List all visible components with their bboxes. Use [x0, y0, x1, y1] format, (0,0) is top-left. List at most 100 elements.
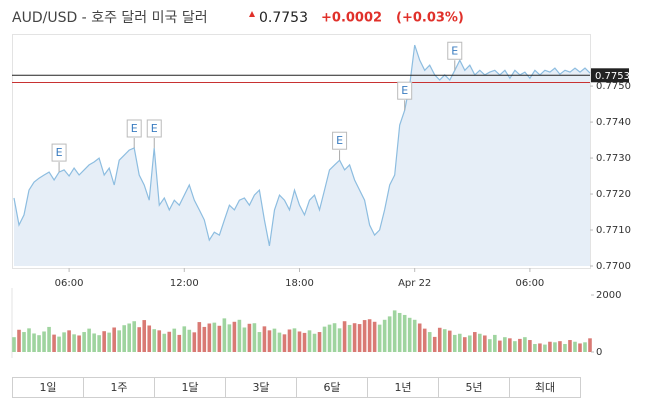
event-marker: E — [126, 119, 142, 148]
volume-bar — [282, 334, 287, 352]
volume-bar — [177, 334, 182, 352]
y-tick-label: 0.7710 — [596, 225, 631, 236]
volume-bar — [402, 314, 407, 352]
volume-bar — [558, 341, 562, 352]
range-tab-label[interactable]: 6달 — [323, 381, 340, 394]
volume-bar — [107, 332, 111, 352]
plot-frame — [12, 34, 591, 269]
volume-bar — [272, 328, 277, 352]
y-tick-label: 0 — [596, 347, 602, 358]
range-tab-label[interactable]: 3달 — [252, 381, 269, 394]
volume-bar — [297, 331, 302, 352]
range-tab[interactable]: 3달 — [225, 377, 297, 398]
volume-bar — [317, 332, 322, 352]
volume-bar — [473, 332, 477, 352]
x-tick-label: 06:00 — [515, 278, 544, 289]
price: 0.7753 — [259, 10, 308, 26]
volume-bar — [127, 323, 131, 352]
range-tab-label[interactable]: 최대 — [535, 381, 555, 394]
volume-bar — [578, 343, 582, 352]
x-tick-label: 12:00 — [170, 278, 199, 289]
range-tab[interactable]: 최대 — [509, 377, 581, 398]
volume-bar — [513, 341, 517, 352]
volume-bar — [437, 327, 442, 352]
range-tab-label[interactable]: 5년 — [465, 381, 482, 394]
volume-bar — [67, 330, 71, 352]
price-line — [13, 44, 591, 247]
volume-bar — [12, 337, 16, 352]
volume-bar — [588, 338, 592, 352]
volume-bar — [47, 326, 51, 352]
volume-bar — [543, 344, 547, 352]
range-tab-button[interactable] — [509, 377, 581, 398]
event-marker: E — [332, 131, 348, 161]
volume-bar — [447, 330, 452, 352]
volume-bar — [452, 334, 457, 352]
instrument-title: AUD/USD - 호주 달러 미국 달러 — [12, 10, 208, 26]
event-marker: E — [447, 41, 463, 71]
volume-bar — [573, 341, 577, 352]
volume-bar — [42, 331, 46, 352]
volume-bar — [432, 336, 437, 352]
volume-bar — [493, 334, 497, 352]
range-tab[interactable]: 1일 — [12, 377, 84, 398]
volume-bar — [442, 329, 447, 352]
volume-bar — [112, 327, 116, 352]
volume-bar — [147, 325, 152, 352]
volume-bar — [277, 332, 282, 352]
volume-bar — [357, 324, 362, 352]
event-marker: E — [397, 81, 413, 111]
volume-bar — [87, 328, 91, 352]
range-tab-label[interactable]: 1주 — [110, 381, 127, 394]
range-tab-label[interactable]: 1년 — [394, 381, 411, 394]
y-tick-label: 2000 — [596, 290, 621, 301]
y-tick-label: 0.7730 — [596, 153, 631, 164]
volume-bar — [202, 326, 207, 352]
volume-bar — [92, 333, 96, 352]
volume-bar — [132, 321, 137, 352]
range-tab[interactable]: 1년 — [367, 377, 439, 398]
volume-bar — [17, 329, 21, 352]
volume-bar — [307, 330, 312, 352]
volume-bar — [478, 333, 482, 352]
volume-bar — [548, 341, 552, 352]
volume-bar — [427, 332, 432, 352]
volume-bar — [518, 338, 522, 352]
volume-bar — [37, 335, 41, 352]
volume-bar — [327, 324, 332, 352]
volume-bar — [387, 316, 392, 352]
volume-bar — [287, 329, 292, 352]
volume-bar — [72, 334, 76, 352]
volume-bar — [192, 332, 197, 352]
volume-bar — [397, 312, 402, 352]
range-tab[interactable]: 1주 — [83, 377, 155, 398]
volume-bar — [367, 319, 372, 352]
volume-bar — [52, 334, 56, 352]
last-price-label: 0.7753 — [595, 71, 630, 82]
last-price-box — [591, 68, 629, 83]
volume-bar — [342, 321, 347, 352]
range-tab[interactable]: 5년 — [438, 377, 510, 398]
event-label: E — [131, 122, 138, 135]
range-tab[interactable]: 1달 — [154, 377, 226, 398]
volume-bar — [467, 335, 472, 352]
volume-bar — [332, 323, 337, 352]
volume-bar — [252, 323, 257, 352]
up-arrow — [249, 11, 255, 17]
volume-bar — [227, 324, 232, 352]
event-marker: E — [146, 119, 162, 148]
volume-bar — [237, 319, 242, 352]
volume-bar — [182, 326, 187, 352]
event-box — [332, 131, 348, 150]
volume-bar — [162, 333, 167, 352]
volume-bar — [102, 331, 106, 352]
volume-bar — [222, 318, 227, 352]
y-tick-label: 0.7720 — [596, 189, 631, 200]
volume-bar — [372, 321, 377, 352]
range-tab[interactable]: 6달 — [296, 377, 368, 398]
range-tab-label[interactable]: 1달 — [181, 381, 198, 394]
volume-bar — [312, 333, 317, 352]
volume-bar — [528, 340, 532, 352]
range-tab-label[interactable]: 1일 — [39, 380, 56, 394]
